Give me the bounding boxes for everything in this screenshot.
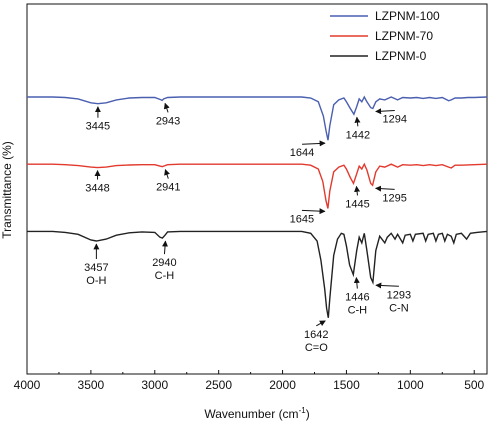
annotation-label: 2943 bbox=[156, 115, 180, 127]
x-axis: 4000 3500 3000 2500 2000 1500 1000 500 bbox=[14, 370, 485, 392]
series-layer bbox=[27, 95, 488, 318]
legend-label: LZPNM-100 bbox=[375, 9, 440, 23]
annotation-label: 1293 bbox=[387, 289, 411, 301]
annotation-label: 2940 bbox=[152, 257, 176, 269]
annotation-group-label: C-H bbox=[155, 270, 175, 282]
x-tick-label: 3000 bbox=[141, 378, 168, 392]
annotation-arrow bbox=[316, 320, 326, 327]
annotation-arrow bbox=[354, 185, 361, 196]
annotation-label: 1644 bbox=[290, 147, 314, 159]
annotation-arrow bbox=[375, 282, 399, 289]
annotation-group-label: C-H bbox=[348, 305, 368, 317]
annotation-arrow bbox=[163, 102, 170, 113]
x-axis-label-end: ) bbox=[306, 407, 310, 421]
annotation-label: 1445 bbox=[345, 198, 369, 210]
annotation-arrow bbox=[164, 169, 170, 179]
series-line-lzpnm-70 bbox=[27, 162, 488, 209]
annotation-arrow bbox=[354, 116, 361, 127]
x-tick-label: 3500 bbox=[78, 378, 105, 392]
annotation-arrow bbox=[353, 277, 360, 289]
annotation-label: 3448 bbox=[85, 183, 109, 195]
x-tick-label: 4000 bbox=[14, 378, 41, 392]
series-line-lzpnm-0 bbox=[27, 230, 488, 318]
legend-label: LZPNM-0 bbox=[375, 49, 427, 63]
annotation-arrow bbox=[302, 140, 326, 147]
x-axis-label-sup: -1 bbox=[299, 406, 307, 415]
annotation-label: 1442 bbox=[346, 129, 370, 141]
x-axis-label-main: Wavenumber (cm bbox=[204, 407, 298, 421]
x-tick-label: 1000 bbox=[397, 378, 424, 392]
annotation-label: 2941 bbox=[156, 182, 180, 194]
annotation-group-label: C-N bbox=[389, 302, 409, 314]
annotation-label: 3445 bbox=[86, 121, 110, 133]
annotation-group-label: C=O bbox=[305, 342, 328, 354]
annotation-arrow bbox=[375, 108, 395, 115]
annotation-arrow bbox=[301, 208, 326, 215]
x-tick-label: 2500 bbox=[205, 378, 232, 392]
annotation-label: 1294 bbox=[383, 114, 407, 126]
y-axis-label: Transmittance (%) bbox=[0, 141, 14, 239]
legend-label: LZPNM-70 bbox=[375, 29, 433, 43]
annotation-label: 1645 bbox=[290, 213, 314, 225]
legend: LZPNM-100 LZPNM-70 LZPNM-0 bbox=[330, 9, 440, 63]
annotation-layer: 3445 2943 1644 1442 1294 3448 2941 1645 1445 1295… bbox=[84, 102, 411, 354]
annotation-label: 1295 bbox=[382, 192, 406, 204]
annotation-arrow bbox=[375, 185, 395, 192]
annotation-label: 1642 bbox=[304, 329, 328, 341]
x-tick-label: 2000 bbox=[269, 378, 296, 392]
annotation-label: 1446 bbox=[345, 292, 369, 304]
series-line-lzpnm-100 bbox=[27, 95, 488, 141]
annotation-arrow bbox=[162, 240, 169, 255]
annotation-group-label: O-H bbox=[86, 275, 106, 287]
plot-frame bbox=[26, 3, 488, 375]
x-tick-label: 500 bbox=[464, 378, 484, 392]
annotation-label: 3457 bbox=[84, 262, 108, 274]
x-tick-label: 1500 bbox=[333, 378, 360, 392]
x-axis-label: Wavenumber (cm-1) bbox=[204, 406, 309, 421]
